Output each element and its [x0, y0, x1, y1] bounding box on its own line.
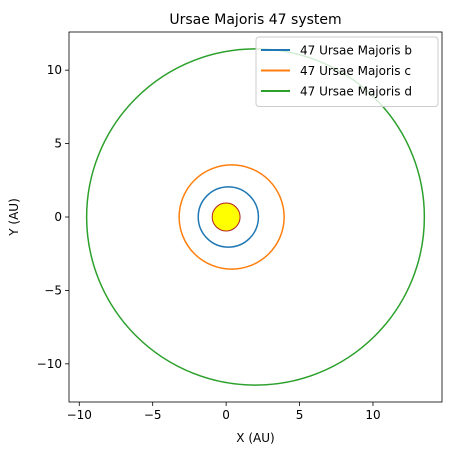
chart-title: Ursae Majoris 47 system — [169, 12, 341, 28]
x-axis: −10 −5 0 5 10 — [67, 402, 381, 422]
x-tick-label: 0 — [222, 408, 230, 422]
y-tick-label: 0 — [54, 210, 62, 224]
legend-label-1: 47 Ursae Majoris b — [300, 44, 412, 58]
legend-box — [255, 36, 439, 107]
y-tick-label: −5 — [44, 283, 62, 297]
x-axis-label: X (AU) — [236, 431, 274, 445]
orbit-line-1 — [197, 186, 260, 248]
x-tick-label: 5 — [296, 408, 304, 422]
y-axis: 10 5 0 −5 −10 — [37, 63, 69, 371]
legend-label-3: 47 Ursae Majoris d — [300, 85, 412, 99]
star-marker — [211, 202, 241, 232]
legend-label-2: 47 Ursae Majoris c — [300, 64, 411, 78]
y-tick-label: 10 — [47, 63, 62, 77]
y-axis-label: Y (AU) — [7, 198, 21, 237]
legend: 47 Ursae Majoris b 47 Ursae Majoris c 47 U… — [255, 36, 439, 107]
orbit-line-2 — [178, 164, 285, 270]
x-tick-label: −10 — [67, 408, 92, 422]
y-tick-label: −10 — [37, 357, 62, 371]
x-tick-label: 10 — [365, 408, 380, 422]
y-tick-label: 5 — [54, 137, 62, 151]
x-tick-label: −5 — [144, 408, 162, 422]
